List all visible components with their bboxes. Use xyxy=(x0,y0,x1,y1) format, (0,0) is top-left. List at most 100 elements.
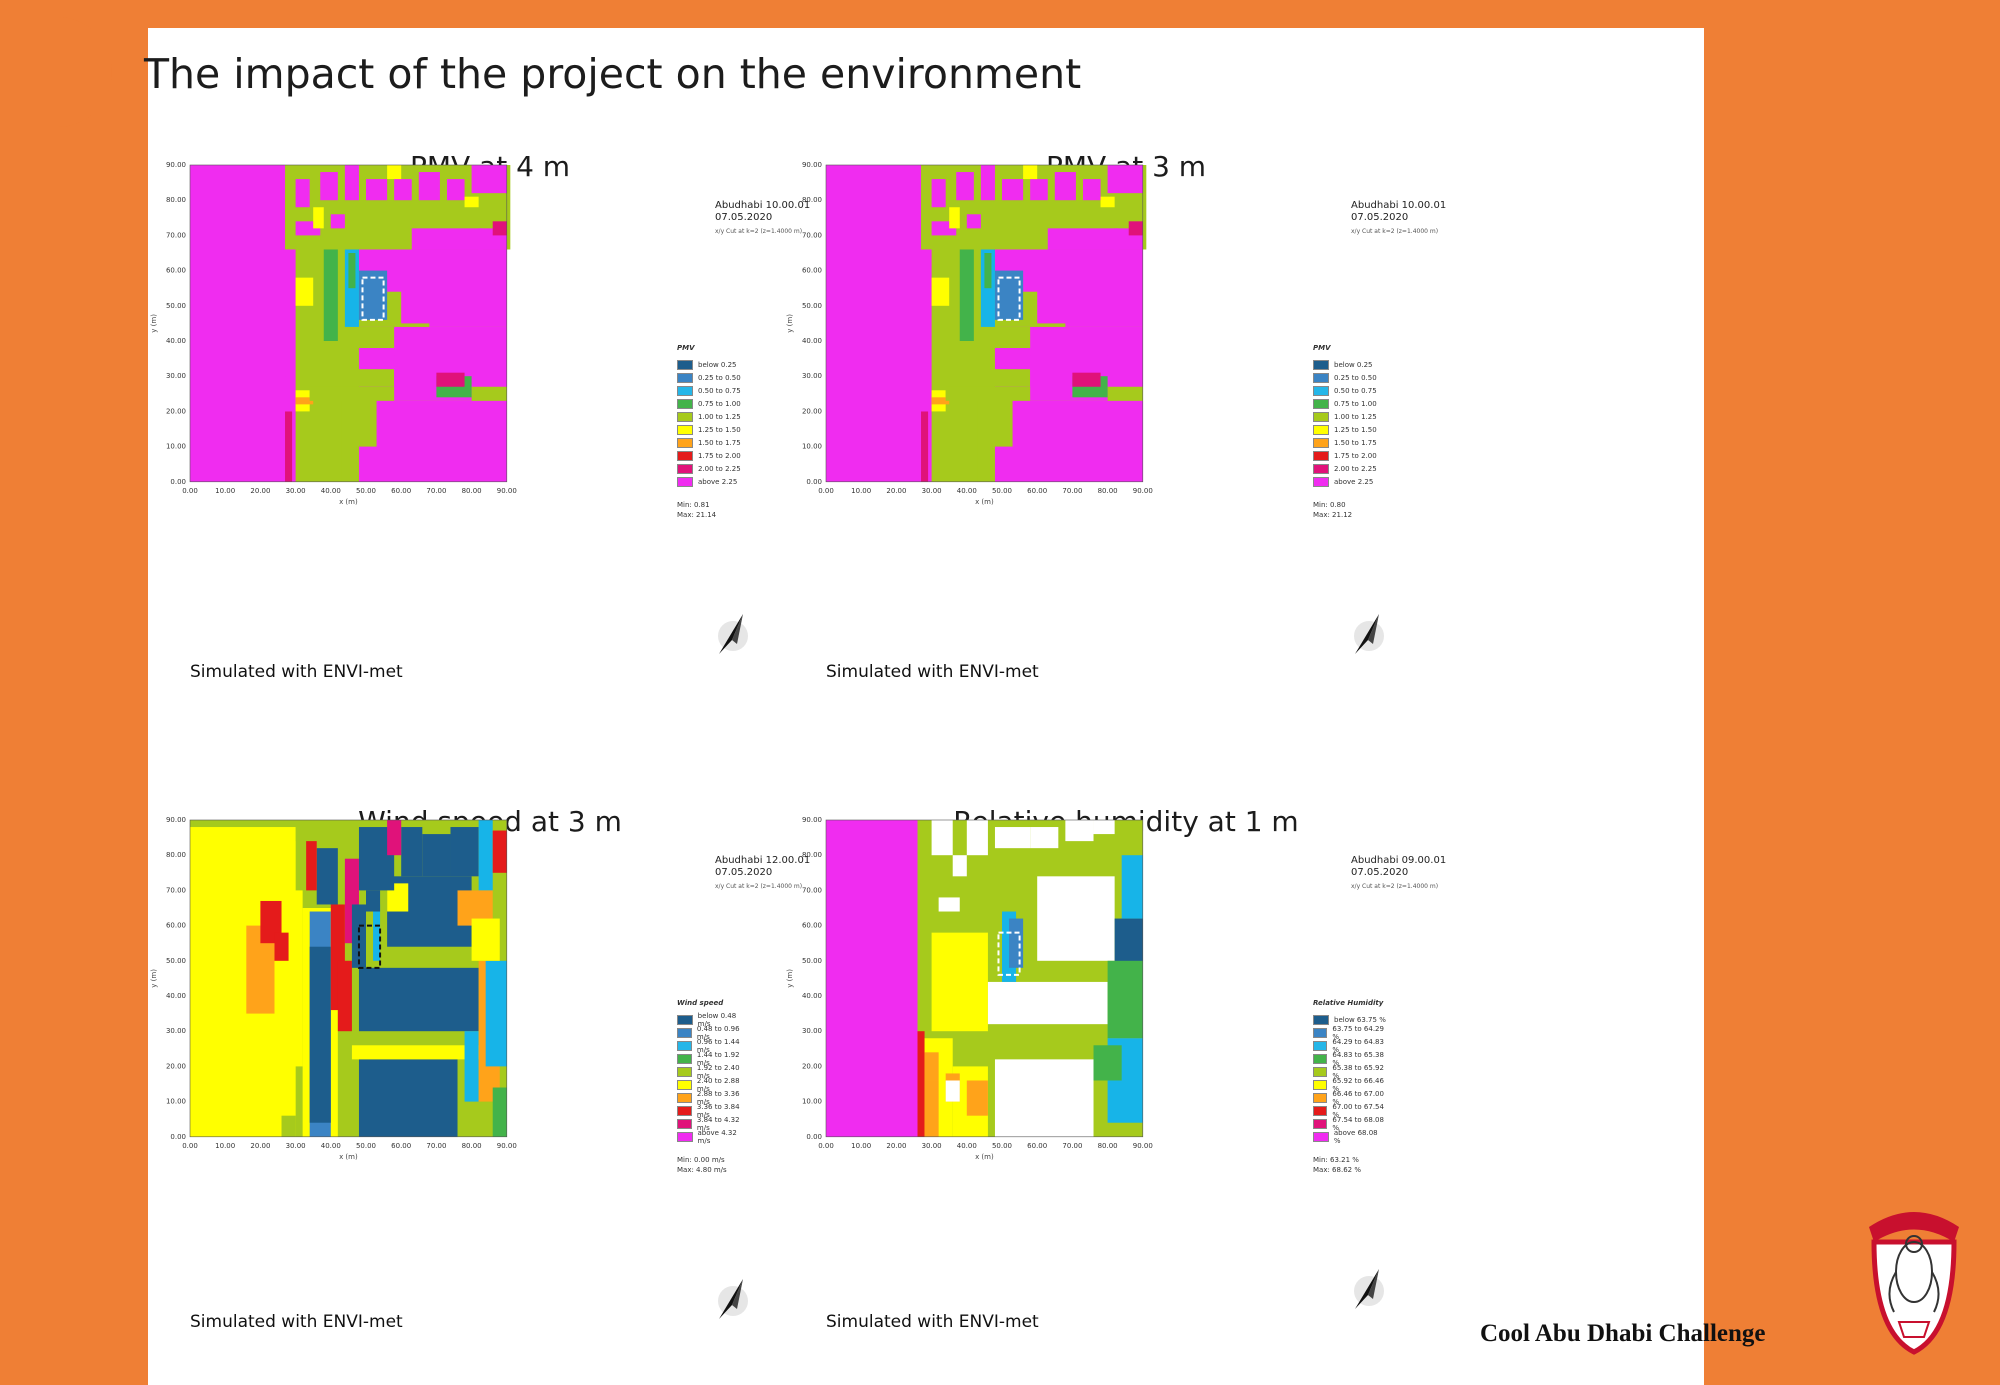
run-name: Abudhabi 09.00.01 xyxy=(1351,855,1447,866)
x-tick-label: 10.00 xyxy=(215,487,235,495)
map-cell xyxy=(977,393,995,482)
legend-swatch xyxy=(1313,385,1329,396)
x-tick-label: 70.00 xyxy=(426,1142,446,1150)
map-cell xyxy=(1128,221,1143,236)
legend-swatch xyxy=(1313,359,1329,370)
map-cell xyxy=(358,270,388,320)
map-cell xyxy=(994,393,1013,447)
legend-title: Wind speed xyxy=(677,999,724,1007)
legend: Relative Humidity below 63.75 % 63.75 to 6… xyxy=(1313,999,1386,1175)
max-value: Max: 4.80 m/s xyxy=(677,1166,727,1174)
legend-label: 0.50 to 0.75 xyxy=(698,386,741,395)
legend-label: 65.92 to 66.46 % xyxy=(1332,1076,1384,1093)
y-tick-label: 90.00 xyxy=(166,816,186,824)
map-cell xyxy=(348,253,356,289)
run-date: 07.05.2020 xyxy=(1351,867,1409,878)
legend-item: 1.00 to 1.25 xyxy=(1313,410,1377,423)
legend-item: 3.36 to 3.84 m/s xyxy=(677,1102,750,1119)
x-tick-label: 20.00 xyxy=(250,1142,270,1150)
map-cell xyxy=(966,1080,988,1116)
y-tick-label: 70.00 xyxy=(166,886,186,894)
map-frame xyxy=(825,164,1144,483)
legend-label: 3.84 to 4.32 m/s xyxy=(696,1115,740,1132)
map-cell xyxy=(394,179,412,201)
legend-label: 3.36 to 3.84 m/s xyxy=(696,1102,740,1119)
y-tick-label: 10.00 xyxy=(802,443,822,451)
x-tick-label: 60.00 xyxy=(1027,487,1047,495)
x-tick-label: 70.00 xyxy=(426,487,446,495)
map-cell xyxy=(478,820,493,891)
legend-title: PMV xyxy=(677,344,695,352)
y-tick-label: 20.00 xyxy=(166,407,186,415)
legend-swatch xyxy=(1313,1118,1328,1129)
map-cell xyxy=(1121,855,1143,919)
map-cell xyxy=(316,848,338,905)
x-tick-label: 30.00 xyxy=(922,1142,942,1150)
legend-item: 65.38 to 65.92 % xyxy=(1313,1064,1386,1080)
legend-item: 65.92 to 66.46 % xyxy=(1313,1076,1386,1093)
x-tick-label: 50.00 xyxy=(992,487,1012,495)
legend-label: 2.00 to 2.25 xyxy=(698,464,741,473)
x-tick-label: 90.00 xyxy=(1133,487,1153,495)
map-cell xyxy=(1030,326,1143,356)
legend-label: above 4.32 m/s xyxy=(697,1128,737,1145)
x-tick-label: 10.00 xyxy=(215,1142,235,1150)
map-cell xyxy=(966,214,981,229)
y-tick-label: 10.00 xyxy=(802,1098,822,1106)
y-tick-label: 40.00 xyxy=(166,337,186,345)
y-tick-label: 30.00 xyxy=(166,1027,186,1035)
sim-credit: Simulated with ENVI-met xyxy=(826,662,1039,682)
y-tick-label: 40.00 xyxy=(802,992,822,1000)
map-cell xyxy=(994,1059,1094,1137)
run-name: Abudhabi 10.00.01 xyxy=(1351,200,1447,211)
project-site-outline xyxy=(361,276,385,321)
map-cell xyxy=(952,855,967,877)
legend-item: 2.88 to 3.36 m/s xyxy=(677,1090,750,1106)
legend-label: 0.96 to 1.44 m/s xyxy=(696,1037,740,1054)
y-tick-label: 70.00 xyxy=(802,231,822,239)
map-cell xyxy=(464,196,479,208)
orange-tab-decoration xyxy=(0,17,112,127)
legend-label: 67.00 to 67.54 % xyxy=(1332,1102,1384,1119)
north-arrow-icon xyxy=(1354,1269,1384,1309)
map-cell xyxy=(931,820,953,856)
y-tick-label: 50.00 xyxy=(166,957,186,965)
map-cell xyxy=(330,214,345,229)
legend-item: below 63.75 % xyxy=(1313,1013,1386,1026)
north-arrow-pointer xyxy=(719,1279,743,1319)
y-tick-label: 10.00 xyxy=(166,443,186,451)
y-tick-label: 20.00 xyxy=(166,1062,186,1070)
map-cell xyxy=(471,165,507,194)
map-cell xyxy=(492,1087,507,1137)
run-date: 07.05.2020 xyxy=(1351,212,1409,223)
footer-brand: Cool Abu Dhabi Challenge xyxy=(1480,1320,1766,1347)
y-tick-label: 50.00 xyxy=(166,302,186,310)
legend-swatch xyxy=(1313,463,1329,474)
legend-item: 1.25 to 1.50 xyxy=(1313,423,1377,436)
map-cell xyxy=(994,446,1143,482)
min-max: Min: 0.80 Max: 21.12 xyxy=(1313,500,1377,520)
legend-item: 1.50 to 1.75 xyxy=(1313,436,1377,449)
legend-label: below 0.48 m/s xyxy=(697,1011,737,1028)
legend-item: 67.00 to 67.54 % xyxy=(1313,1102,1386,1119)
legend-item: 2.00 to 2.25 xyxy=(1313,462,1377,475)
y-tick-label: 20.00 xyxy=(802,407,822,415)
map-cell xyxy=(924,1052,939,1081)
y-tick-label: 30.00 xyxy=(802,1027,822,1035)
map-cell xyxy=(295,179,310,208)
y-tick-label: 60.00 xyxy=(166,267,186,275)
max-value: Max: 68.62 % xyxy=(1313,1166,1361,1174)
map-cell xyxy=(1093,820,1115,835)
max-value: Max: 21.12 xyxy=(1313,511,1353,519)
y-tick-label: 90.00 xyxy=(802,816,822,824)
north-arrow-shade xyxy=(1368,1269,1379,1299)
y-tick-label: 30.00 xyxy=(166,372,186,380)
legend-swatch xyxy=(677,463,693,474)
map-cell xyxy=(1093,1045,1122,1081)
legend-item: 1.75 to 2.00 xyxy=(677,449,741,462)
legend-swatch xyxy=(1313,437,1329,448)
run-name: Abudhabi 12.00.01 xyxy=(715,855,811,866)
map-cell xyxy=(945,1080,960,1102)
legend-swatch xyxy=(1313,1040,1328,1051)
map-cell xyxy=(309,946,331,1123)
